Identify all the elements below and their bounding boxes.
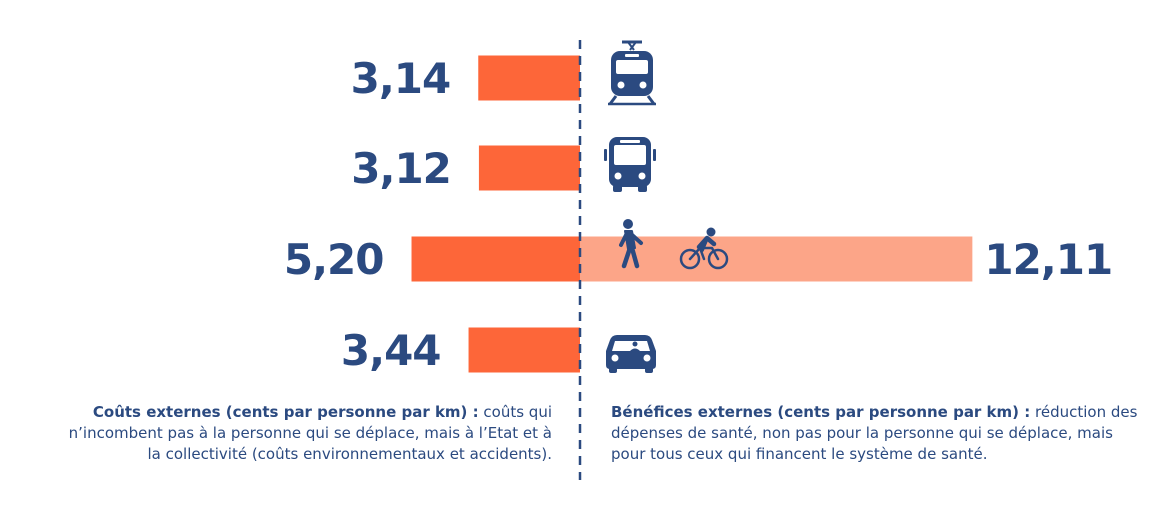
cost-value-label: 3,12 — [351, 144, 451, 193]
car-icon — [606, 335, 656, 373]
cyclist-icon — [679, 227, 729, 270]
train-icon — [608, 40, 656, 106]
benefit-legend-title: Bénéfices externes (cents par personne p… — [611, 403, 1031, 421]
benefit-explanation: Bénéfices externes (cents par personne p… — [611, 402, 1151, 465]
cost-bar-pedestrian-cyclist — [411, 236, 580, 282]
cost-value-label: 3,44 — [341, 326, 441, 375]
benefit-legend-text: réduction des dépenses de santé, non pas… — [611, 403, 1138, 463]
cost-bar-car — [468, 327, 580, 373]
benefit-bar-pedestrian-cyclist — [580, 236, 973, 282]
value-labels-layer: 3,14 3,12 5,20 12,11 3,44 — [284, 54, 1113, 375]
benefit-value-label: 12,11 — [984, 235, 1112, 284]
pedestrian-icon — [619, 219, 643, 269]
cost-value-label: 3,14 — [351, 54, 451, 103]
cost-bar-bus — [478, 145, 580, 191]
cost-explanation: Coûts externes (cents par personne par k… — [60, 402, 552, 465]
bars-layer — [411, 55, 973, 373]
cost-legend-title: Coûts externes (cents par personne par k… — [92, 403, 479, 421]
cost-value-label: 5,20 — [284, 235, 384, 284]
bus-icon — [604, 137, 656, 192]
cost-bar-train — [478, 55, 580, 101]
cost-legend-text: coûts qui n’incombent pas à la personne … — [68, 403, 552, 463]
